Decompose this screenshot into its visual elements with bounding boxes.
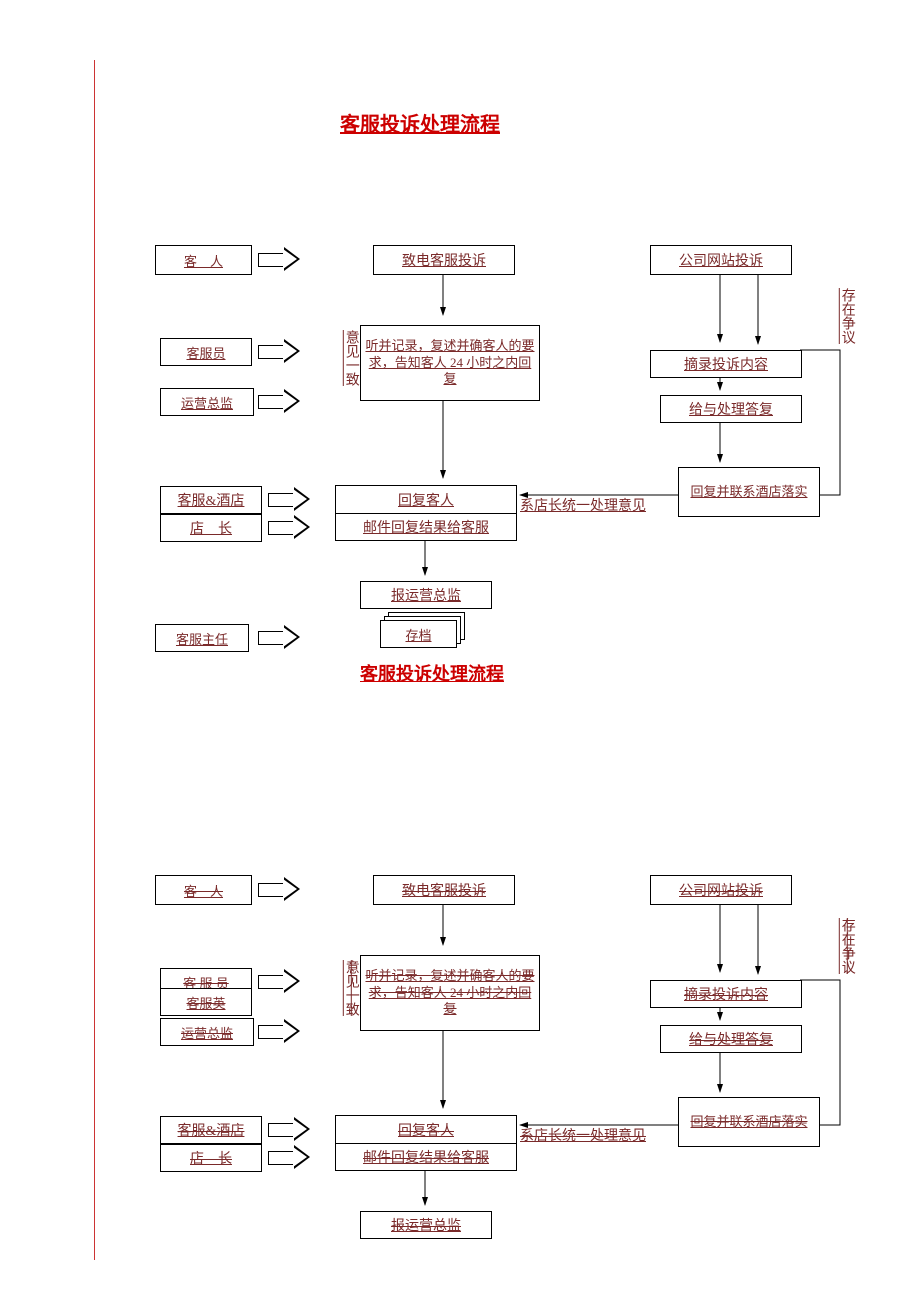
node-mgr: 店 长 bbox=[160, 1144, 262, 1172]
node-label: 报运营总监 bbox=[391, 1215, 461, 1235]
role-arrow-icon bbox=[258, 626, 300, 648]
node-reply_contact: 回复并联系酒店落实 bbox=[678, 1097, 820, 1147]
role-arrow-icon bbox=[268, 1118, 310, 1140]
node-lead: 客服主任 bbox=[155, 624, 249, 652]
role-arrow-icon bbox=[258, 878, 300, 900]
node-reply_guest: 回复客人 bbox=[335, 1115, 517, 1145]
annotation-vertical: 存在争议 bbox=[838, 288, 855, 368]
node-call: 致电客服投诉 bbox=[373, 245, 515, 275]
node-label: 运营总监 bbox=[181, 1023, 233, 1042]
node-extract: 摘录投诉内容 bbox=[650, 980, 802, 1008]
node-report: 报运营总监 bbox=[360, 581, 492, 609]
node-label: 客服&酒店 bbox=[178, 1120, 245, 1140]
node-reply_proc: 给与处理答复 bbox=[660, 395, 802, 423]
node-label: 公司网站投诉 bbox=[679, 250, 763, 270]
node-label: 公司网站投诉 bbox=[679, 880, 763, 900]
node-web: 公司网站投诉 bbox=[650, 245, 792, 275]
node-label: 店 长 bbox=[190, 518, 232, 538]
role-arrow-icon bbox=[258, 340, 300, 362]
node-label: 运营总监 bbox=[181, 393, 233, 412]
node-label: 给与处理答复 bbox=[689, 399, 773, 419]
node-label: 回复并联系酒店落实 bbox=[690, 1114, 807, 1131]
role-arrow-icon bbox=[268, 488, 310, 510]
role-arrow-icon bbox=[258, 390, 300, 412]
node-cs_hotel: 客服&酒店 bbox=[160, 1116, 262, 1144]
node-reply_proc: 给与处理答复 bbox=[660, 1025, 802, 1053]
role-arrow-icon bbox=[258, 248, 300, 270]
node-label: 邮件回复结果给客服 bbox=[363, 517, 489, 537]
node-label: 听并记录，复述并确客人的要求，告知客人 24 小时之内回复 bbox=[365, 968, 535, 1019]
node-label: 客 人 bbox=[184, 881, 223, 900]
flowchart-canvas: 客服投诉处理流程 客服投诉处理流程 客 人客服员运营总监客服&酒店店 长客服主任… bbox=[0, 0, 920, 1302]
role-arrow-icon bbox=[258, 1020, 300, 1042]
node-label: 报运营总监 bbox=[391, 585, 461, 605]
role-arrow-icon bbox=[268, 516, 310, 538]
node-guest: 客 人 bbox=[155, 245, 252, 275]
node-email: 邮件回复结果给客服 bbox=[335, 1143, 517, 1171]
role-arrow-icon bbox=[268, 1146, 310, 1168]
node-extract: 摘录投诉内容 bbox=[650, 350, 802, 378]
node-label: 客服员 bbox=[186, 343, 225, 362]
node-label: 回复客人 bbox=[398, 490, 454, 510]
node-ops: 运营总监 bbox=[160, 1018, 254, 1046]
node-guest: 客 人 bbox=[155, 875, 252, 905]
node-cs_hotel: 客服&酒店 bbox=[160, 486, 262, 514]
node-label: 致电客服投诉 bbox=[402, 880, 486, 900]
node-archive: 存档 bbox=[380, 620, 457, 648]
node-agent: 客服员 bbox=[160, 338, 252, 366]
node-reply_guest: 回复客人 bbox=[335, 485, 517, 515]
node-mgr: 店 长 bbox=[160, 514, 262, 542]
node-label: 给与处理答复 bbox=[689, 1029, 773, 1049]
node-label: 回复客人 bbox=[398, 1120, 454, 1140]
node-label: 客 人 bbox=[184, 251, 223, 270]
node-call: 致电客服投诉 bbox=[373, 875, 515, 905]
node-label: 回复并联系酒店落实 bbox=[690, 484, 807, 501]
annotation-text: 系店长统一处理意见 bbox=[520, 495, 646, 515]
node-email: 邮件回复结果给客服 bbox=[335, 513, 517, 541]
node-label: 客服&酒店 bbox=[178, 490, 245, 510]
node-label: 摘录投诉内容 bbox=[684, 354, 768, 374]
annotation-vertical: 意见一致 bbox=[342, 330, 359, 402]
node-label: 邮件回复结果给客服 bbox=[363, 1147, 489, 1167]
node-listen: 听并记录，复述并确客人的要求，告知客人 24 小时之内回复 bbox=[360, 955, 540, 1031]
node-label: 店 长 bbox=[190, 1148, 232, 1168]
node-label: 客服英 bbox=[186, 993, 225, 1012]
node-listen: 听并记录，复述并确客人的要求，告知客人 24 小时之内回复 bbox=[360, 325, 540, 401]
node-web: 公司网站投诉 bbox=[650, 875, 792, 905]
node-label: 致电客服投诉 bbox=[402, 250, 486, 270]
role-arrow-icon bbox=[258, 970, 300, 992]
node-label: 客服主任 bbox=[176, 629, 228, 648]
node-label: 听并记录，复述并确客人的要求，告知客人 24 小时之内回复 bbox=[365, 338, 535, 389]
node-ops: 运营总监 bbox=[160, 388, 254, 416]
node-agent_alt: 客服英 bbox=[160, 988, 252, 1016]
annotation-vertical: 存在争议 bbox=[838, 918, 855, 998]
node-label: 存档 bbox=[405, 625, 431, 644]
node-report: 报运营总监 bbox=[360, 1211, 492, 1239]
annotation-text: 系店长统一处理意见 bbox=[520, 1125, 646, 1145]
node-reply_contact: 回复并联系酒店落实 bbox=[678, 467, 820, 517]
node-label: 摘录投诉内容 bbox=[684, 984, 768, 1004]
annotation-vertical: 意见一致 bbox=[342, 960, 359, 1032]
